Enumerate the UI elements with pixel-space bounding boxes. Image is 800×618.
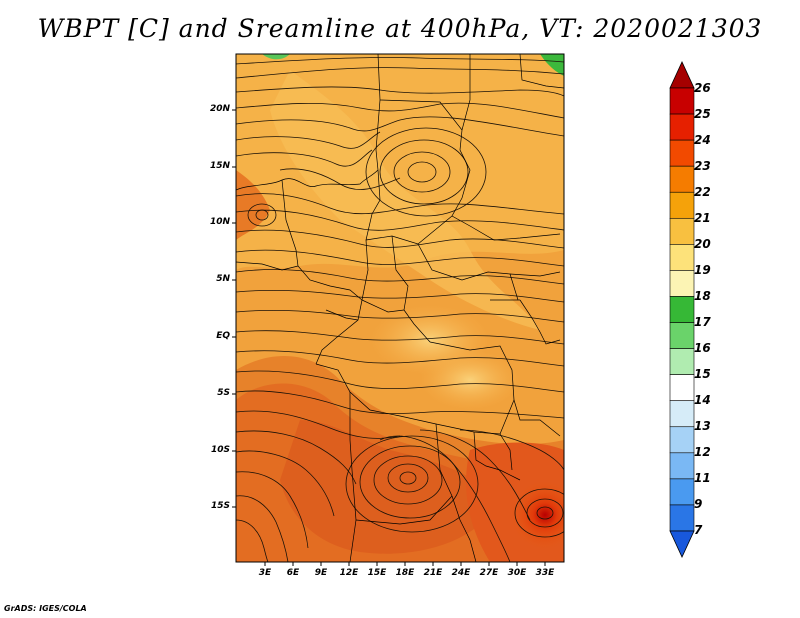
country-borders (236, 54, 564, 562)
colorbar-label: 25 (694, 107, 711, 121)
colorbar-label: 7 (694, 523, 703, 537)
colorbar-label: 11 (694, 471, 711, 485)
colorbar-box (669, 348, 695, 375)
lon-label-12e: 12E (339, 568, 359, 578)
colorbar-box (669, 139, 695, 167)
chart-title: WBPT [C] and Sreamline at 400hPa, VT: 20… (37, 14, 763, 43)
colorbar-label: 21 (694, 211, 711, 225)
colorbar-box (669, 296, 695, 323)
colorbar-label: 20 (694, 237, 711, 251)
lat-label-15n: 15N (209, 161, 230, 171)
colorbar-label: 12 (694, 445, 711, 459)
map-frame (235, 53, 565, 563)
lon-label-9e: 9E (314, 568, 328, 578)
colorbar-label: 19 (694, 263, 711, 277)
colorbar-box (669, 452, 695, 480)
lat-label-15s: 15S (210, 501, 230, 511)
colorbar (669, 61, 695, 558)
colorbar-label: 24 (694, 133, 711, 147)
colorbar-boxes (669, 87, 695, 532)
colorbar-label: 16 (694, 341, 711, 355)
colorbar-box (669, 322, 695, 349)
colorbar-box (669, 504, 695, 532)
lat-label-10s: 10S (210, 445, 230, 455)
colorbar-label: 18 (694, 289, 711, 303)
colorbar-box (669, 191, 695, 219)
colorbar-box (669, 244, 695, 271)
lon-label-27e: 27E (479, 568, 499, 578)
lat-label-5n: 5N (216, 274, 230, 284)
colorbar-label: 14 (694, 393, 711, 407)
colorbar-box (669, 270, 695, 297)
lon-label-15e: 15E (367, 568, 387, 578)
colorbar-box (669, 426, 695, 454)
lon-label-6e: 6E (286, 568, 300, 578)
colorbar-label: 15 (694, 367, 711, 381)
colorbar-box (669, 400, 695, 428)
lon-label-21e: 21E (423, 568, 443, 578)
lat-label-10n: 10N (209, 217, 230, 227)
lon-label-24e: 24E (451, 568, 471, 578)
colorbar-label: 22 (694, 185, 711, 199)
lon-label-33e: 33E (535, 568, 555, 578)
lon-label-18e: 18E (395, 568, 415, 578)
lon-label-3e: 3E (258, 568, 272, 578)
colorbar-label: 17 (694, 315, 711, 329)
colorbar-box (669, 113, 695, 141)
colorbar-box (669, 165, 695, 193)
colorbar-label: 13 (694, 419, 711, 433)
streamlines (236, 57, 564, 562)
lon-label-30e: 30E (507, 568, 527, 578)
colorbar-bottom-arrow (669, 530, 695, 558)
lat-label-eq: EQ (216, 331, 230, 341)
colorbar-top-arrow (669, 61, 695, 89)
colorbar-label: 9 (694, 497, 703, 511)
colorbar-box (669, 374, 695, 402)
lat-label-5s: 5S (217, 388, 230, 398)
colorbar-box (669, 478, 695, 506)
colorbar-label: 26 (694, 81, 711, 95)
lat-label-20n: 20N (209, 104, 230, 114)
colorbar-label: 23 (694, 159, 711, 173)
colorbar-box (669, 217, 695, 245)
axis-ticks (232, 109, 546, 566)
credit-text: GrADS: IGES/COLA (4, 604, 87, 613)
colorbar-box (669, 87, 695, 115)
